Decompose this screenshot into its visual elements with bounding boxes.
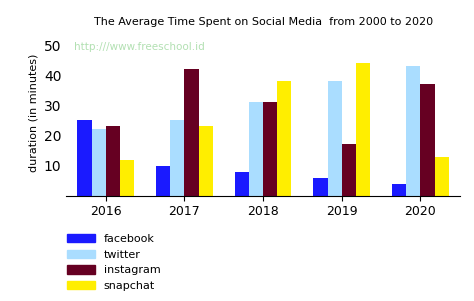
- Bar: [106, 126, 120, 196]
- Bar: [356, 63, 370, 196]
- Text: http:///www.freeschool.id: http:///www.freeschool.id: [74, 42, 205, 52]
- Bar: [328, 81, 342, 196]
- Bar: [184, 69, 199, 196]
- Bar: [91, 129, 106, 196]
- Bar: [156, 166, 170, 196]
- Y-axis label: duration (in minutes): duration (in minutes): [28, 54, 38, 172]
- Bar: [420, 84, 435, 196]
- Bar: [199, 126, 213, 196]
- Title: The Average Time Spent on Social Media  from 2000 to 2020: The Average Time Spent on Social Media f…: [93, 17, 433, 26]
- Bar: [313, 178, 328, 196]
- Bar: [120, 160, 134, 196]
- Legend: facebook, twitter, instagram, snapchat: facebook, twitter, instagram, snapchat: [63, 229, 165, 296]
- Bar: [435, 157, 449, 196]
- Bar: [392, 184, 406, 196]
- Bar: [77, 120, 91, 196]
- Bar: [249, 102, 263, 196]
- Bar: [406, 66, 420, 196]
- Bar: [170, 120, 184, 196]
- Bar: [277, 81, 292, 196]
- Bar: [263, 102, 277, 196]
- Bar: [235, 172, 249, 196]
- Bar: [342, 144, 356, 196]
